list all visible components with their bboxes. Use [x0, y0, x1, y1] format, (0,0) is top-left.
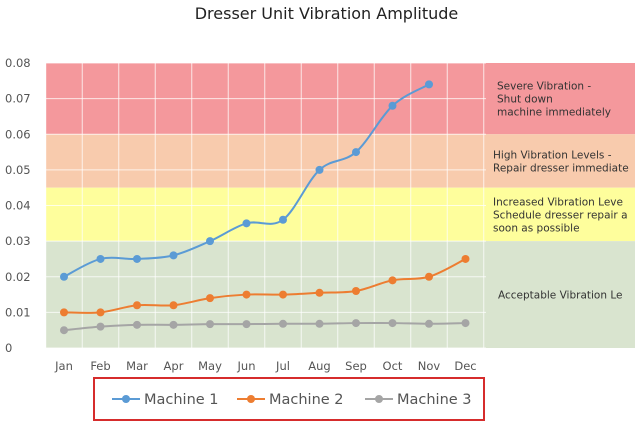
series-2-point: [169, 301, 178, 310]
series-2-point: [315, 288, 324, 297]
legend: Machine 1 Machine 2 Machine 3: [93, 377, 485, 421]
series-3-point: [461, 319, 470, 328]
y-tick-label: 0: [5, 341, 12, 355]
y-axis: 0 0.01 0.02 0.03 0.04 0.05 0.06 0.07 0.08: [5, 56, 31, 355]
series-3-point: [60, 326, 68, 335]
threshold-band-2: [46, 187, 635, 242]
series-3-point: [388, 319, 397, 328]
band-label-line: machine immediately: [497, 107, 611, 119]
x-tick-label: Oct: [383, 359, 403, 373]
x-tick-label: Dec: [454, 359, 476, 373]
series-1-point: [169, 251, 178, 260]
series-3-point: [206, 320, 214, 329]
x-tick-label: Mar: [126, 359, 148, 373]
y-tick-label: 0.07: [5, 92, 31, 106]
legend-box: [93, 377, 485, 421]
series-3-point: [352, 319, 360, 328]
chart-title: Dresser Unit Vibration Amplitude: [194, 4, 459, 23]
band-label-line: Acceptable Vibration Le: [498, 290, 622, 302]
x-tick-label: Feb: [90, 359, 110, 373]
x-tick-label: Nov: [418, 359, 441, 373]
legend-label-2: Machine 2: [269, 392, 344, 408]
x-tick-label: Apr: [164, 359, 184, 373]
y-tick-label: 0.03: [5, 234, 31, 248]
y-tick-label: 0.04: [5, 199, 31, 213]
series-1-point: [60, 272, 68, 281]
legend-marker-1: [122, 395, 130, 403]
legend-marker-3: [375, 395, 383, 403]
y-tick-label: 0.01: [5, 305, 31, 319]
x-tick-label: Sep: [345, 359, 367, 373]
series-2-point: [206, 294, 214, 303]
series-3-point: [315, 319, 324, 328]
series-2-point: [388, 276, 397, 285]
band-label-line: Severe Vibration -: [497, 81, 591, 93]
series-lines: [60, 80, 470, 335]
series-1-point: [352, 148, 360, 157]
series-2-point: [133, 301, 141, 310]
band-label-line: Repair dresser immediate: [493, 162, 629, 174]
legend-marker-2: [247, 395, 255, 403]
series-1-point: [96, 254, 105, 263]
series-2-point: [279, 290, 287, 299]
x-axis: Jan Feb Mar Apr May Jun Jul Aug Sep Oct Nov Dec: [54, 359, 477, 373]
series-2-point: [60, 308, 68, 317]
x-tick-label: Jan: [54, 359, 73, 373]
chart-grid: [45, 62, 486, 349]
series-3-point: [242, 320, 251, 329]
x-tick-label: Aug: [308, 359, 330, 373]
y-tick-label: 0.06: [5, 127, 31, 141]
series-2-point: [352, 287, 360, 295]
series-3-point: [96, 322, 105, 331]
x-tick-label: Jul: [275, 359, 290, 373]
band-label-line: soon as possible: [493, 222, 580, 234]
series-3-point: [133, 320, 141, 329]
series-3-point: [279, 319, 287, 328]
series-1-point: [388, 101, 397, 110]
y-tick-label: 0.08: [5, 56, 31, 70]
series-1-point: [133, 254, 141, 263]
series-2-point: [461, 254, 470, 263]
band-label-line: Shut down: [497, 94, 553, 106]
series-1-point: [242, 219, 251, 228]
series-1-point: [206, 237, 214, 246]
series-1-point: [279, 215, 287, 224]
series-2-point: [96, 308, 105, 317]
series-1-point: [425, 80, 433, 89]
y-tick-label: 0.02: [5, 270, 31, 284]
series-3-point: [169, 320, 178, 329]
series-3-point: [425, 319, 433, 328]
legend-label-1: Machine 1: [144, 392, 219, 408]
x-tick-label: Jun: [237, 359, 256, 373]
series-2-point: [242, 290, 251, 299]
series-2-point: [425, 272, 433, 281]
x-tick-label: May: [198, 359, 222, 373]
series-1-point: [315, 165, 324, 174]
band-label-line: Schedule dresser repair a: [493, 209, 628, 221]
legend-label-3: Machine 3: [397, 392, 472, 408]
band-label-line: High Vibration Levels -: [493, 149, 612, 161]
y-tick-label: 0.05: [5, 163, 31, 177]
threshold-bands: [46, 63, 635, 348]
band-label-line: Increased Vibration Leve: [493, 196, 623, 208]
